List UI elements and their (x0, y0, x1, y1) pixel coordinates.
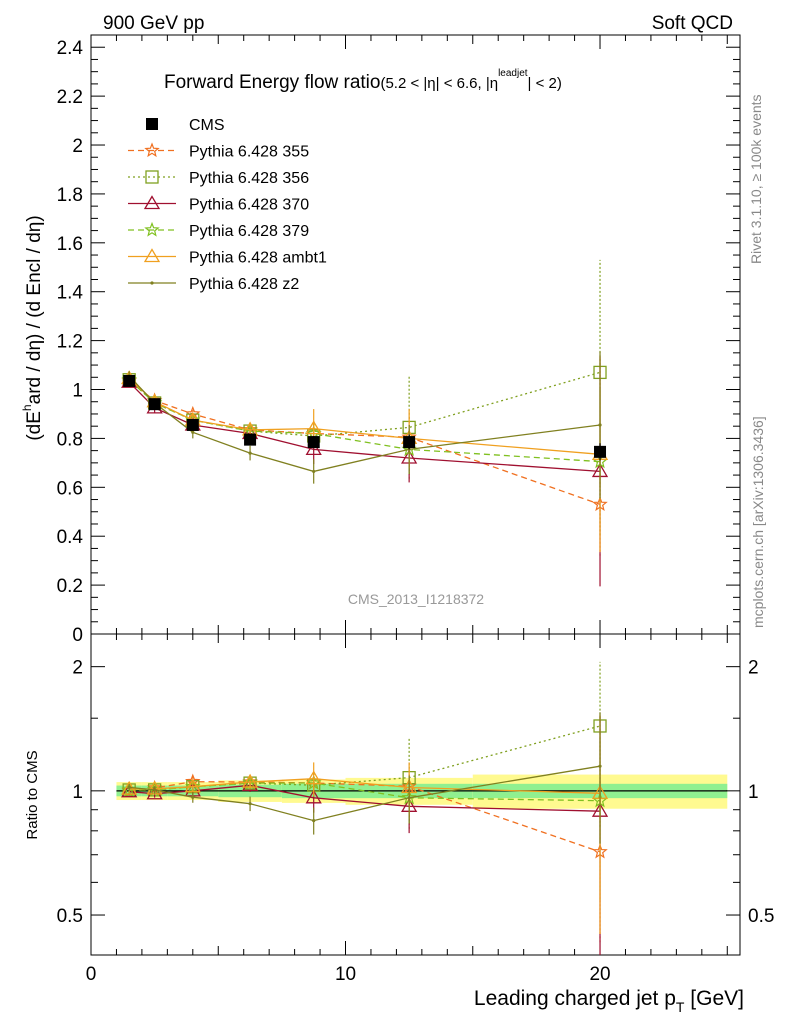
y-axis-label: (dEhard / dη) / (d Encl / dη) (20, 215, 45, 440)
data-point-z2 (312, 469, 316, 474)
data-point-z2 (598, 423, 602, 427)
ratio-point-z2 (153, 788, 157, 792)
legend-item-z2: Pythia 6.428 z2 (128, 276, 299, 293)
data-point-cms (594, 445, 607, 458)
y-tick-label: 1 (72, 782, 83, 803)
ratio-point-z2 (248, 802, 252, 806)
legend-marker-z2 (150, 281, 154, 285)
y-tick-label: 2.2 (57, 87, 83, 108)
legend-label-cms: CMS (189, 117, 225, 134)
y-tick-label: 0.4 (57, 527, 84, 548)
ratio-point-p370 (305, 789, 322, 804)
legend-item-cms: CMS (146, 117, 225, 134)
legend-label-p370: Pythia 6.428 370 (189, 197, 309, 214)
main-plot-panel: 0 0.2 0.4 0.6 0.8 1 1.2 1.4 1.6 1.8 2 2.2 2.4 Forwar… (20, 34, 741, 646)
series-p370 (121, 356, 609, 587)
ratio-point-z2 (312, 818, 316, 823)
y-tick-label: 0 (72, 625, 83, 646)
legend-item-p370: Pythia 6.428 370 (128, 195, 309, 214)
legend-item-p356: Pythia 6.428 356 (128, 170, 309, 187)
ratio-point-p370 (241, 777, 259, 791)
ratio-y-axis-label: Ratio to CMS (24, 750, 41, 839)
ratio-point-ambt1 (184, 778, 201, 793)
ratio-plot-panel: 0.5 0.51 12 20 10 20 Ratio to CMS Leading cha… (24, 633, 774, 1015)
data-point-cms (123, 374, 136, 387)
legend-label-z2: Pythia 6.428 z2 (189, 276, 299, 293)
ratio-point-z2 (598, 764, 602, 768)
legend: CMS Pythia 6.428 355 Pythia 6.428 356 Pythi… (128, 117, 327, 293)
ratio-point-z2 (191, 795, 195, 799)
header-right: Soft QCD (652, 13, 733, 34)
x-tick-label: 10 (335, 964, 356, 985)
y-tick-label: 0.5 (57, 906, 83, 927)
y-tick-label-right: 2 (748, 658, 759, 679)
ratio-plot-axes: 0.5 0.51 12 20 10 20 (57, 633, 774, 985)
series-line-ambt1 (128, 378, 601, 455)
legend-item-ambt1: Pythia 6.428 ambt1 (128, 248, 327, 267)
y-tick-label: 0.8 (57, 429, 83, 450)
legend-label-p379: Pythia 6.428 379 (189, 223, 309, 240)
axes-frame (90, 633, 741, 956)
y-tick-label: 1.4 (57, 283, 84, 304)
y-tick-label: 0.2 (57, 576, 83, 597)
y-tick-label: 0.6 (57, 478, 83, 499)
rivet-label: Rivet 3.1.10, ≥ 100k events (748, 94, 764, 264)
legend-marker-ambt1 (143, 248, 161, 263)
legend-item-p379: Pythia 6.428 379 (128, 221, 309, 240)
legend-label-p356: Pythia 6.428 356 (189, 170, 309, 187)
series-line-p370 (128, 381, 601, 473)
data-point-cms (307, 436, 320, 449)
analysis-watermark: CMS_2013_I1218372 (348, 591, 484, 607)
chart-title: Forward Energy flow ratio(5.2 < |η| < 6.… (164, 68, 562, 93)
data-point-cms (186, 418, 199, 431)
ratio-point-ambt1 (305, 770, 322, 785)
series-cms (123, 374, 607, 461)
data-point-p370 (305, 441, 322, 456)
y-tick-label: 1.8 (57, 185, 83, 206)
series-line-p355 (128, 380, 601, 506)
ratio-point-z2 (127, 785, 131, 790)
x-axis-label: Leading charged jet pT [GeV] (474, 987, 744, 1015)
y-tick-label: 2 (72, 658, 83, 679)
legend-marker-p356 (145, 170, 159, 184)
ratio-point-ambt1 (146, 780, 163, 795)
x-tick-label: 20 (589, 964, 610, 985)
legend-label-p355: Pythia 6.428 355 (189, 144, 309, 161)
ratio-plot-series (121, 661, 609, 955)
main-plot-series (121, 259, 609, 587)
ratio-series-z2 (127, 712, 602, 844)
y-tick-label: 2 (72, 136, 83, 157)
header-left: 900 GeV pp (103, 13, 204, 34)
x-tick-label: 0 (86, 964, 97, 985)
data-point-ambt1 (305, 420, 322, 435)
ratio-point-ambt1 (241, 773, 259, 788)
legend-marker-p370 (143, 195, 161, 210)
y-tick-label-right: 0.5 (748, 906, 774, 927)
y-tick-label-right: 1 (748, 782, 759, 803)
series-p356 (122, 259, 607, 485)
ratio-uncertainty-bands (116, 774, 728, 809)
main-plot-axes: 0 0.2 0.4 0.6 0.8 1 1.2 1.4 1.6 1.8 2 2.2 2.4 (57, 34, 741, 646)
legend-item-p355: Pythia 6.428 355 (128, 142, 309, 161)
ratio-series-p379 (121, 737, 608, 901)
data-point-cms (403, 436, 416, 449)
series-p355 (121, 372, 608, 556)
legend-marker-cms (146, 118, 158, 130)
y-tick-label: 1 (72, 381, 83, 402)
data-point-z2 (248, 451, 252, 455)
mcplots-label: mcplots.cern.ch [arXiv:1306.3436] (750, 416, 766, 628)
y-tick-label: 1.6 (57, 234, 83, 255)
legend-marker-p379 (144, 221, 160, 237)
data-point-cms (244, 433, 257, 446)
data-point-cms (148, 398, 161, 411)
legend-label-ambt1: Pythia 6.428 ambt1 (189, 250, 327, 267)
ratio-series-p370 (121, 715, 609, 955)
y-tick-label: 1.2 (57, 332, 83, 353)
y-tick-label: 2.4 (57, 38, 84, 59)
data-point-z2 (191, 430, 195, 434)
legend-marker-p355 (144, 142, 160, 158)
ratio-series-ambt1 (121, 715, 609, 935)
ratio-point-z2 (407, 796, 411, 800)
